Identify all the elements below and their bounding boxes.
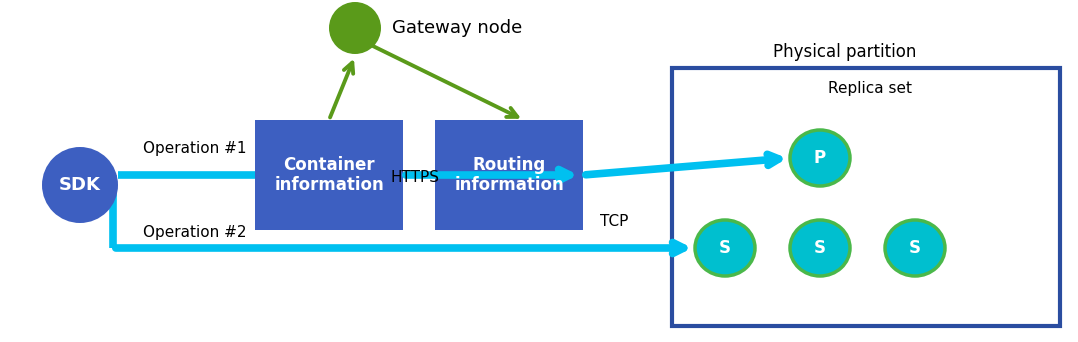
Ellipse shape <box>695 220 755 276</box>
Text: Physical partition: Physical partition <box>773 43 916 61</box>
Text: Replica set: Replica set <box>828 80 912 95</box>
Text: TCP: TCP <box>600 214 628 229</box>
Text: HTTPS: HTTPS <box>390 171 439 185</box>
Text: Container
information: Container information <box>274 156 384 194</box>
Text: Routing
information: Routing information <box>454 156 564 194</box>
Bar <box>436 120 583 230</box>
Text: P: P <box>814 149 826 167</box>
Text: Operation #2: Operation #2 <box>143 225 247 240</box>
Text: SDK: SDK <box>59 176 101 194</box>
Text: S: S <box>814 239 826 257</box>
Ellipse shape <box>790 130 849 186</box>
Ellipse shape <box>329 2 381 54</box>
Ellipse shape <box>42 147 118 223</box>
Text: Operation #1: Operation #1 <box>143 141 247 156</box>
Text: Gateway node: Gateway node <box>392 19 522 37</box>
Text: S: S <box>909 239 921 257</box>
Bar <box>255 120 403 230</box>
Ellipse shape <box>790 220 849 276</box>
Text: S: S <box>719 239 731 257</box>
Bar <box>672 68 1060 326</box>
Ellipse shape <box>885 220 945 276</box>
